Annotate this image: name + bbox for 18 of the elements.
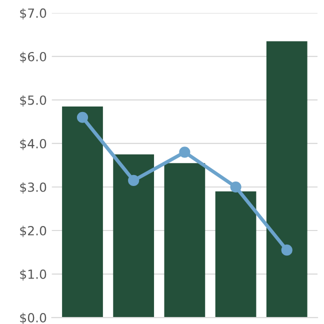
y-tick-label: $1.0: [20, 269, 46, 281]
y-tick-label: $7.0: [20, 8, 46, 20]
bar: [215, 191, 256, 318]
y-tick-label: $5.0: [20, 95, 46, 107]
y-tick-label: $4.0: [20, 138, 46, 150]
point: [76, 112, 88, 123]
y-tick-label: $2.0: [20, 226, 46, 238]
point: [230, 181, 242, 193]
point: [128, 174, 140, 186]
point: [281, 244, 292, 256]
bar: [62, 106, 103, 318]
y-tick-label: $3.0: [20, 182, 46, 194]
y-tick-label: $0.0: [20, 312, 46, 324]
bar: [113, 154, 154, 318]
point: [179, 146, 190, 158]
y-tick-label: $6.0: [20, 52, 46, 64]
bar: [164, 163, 206, 318]
bar: [266, 41, 308, 318]
